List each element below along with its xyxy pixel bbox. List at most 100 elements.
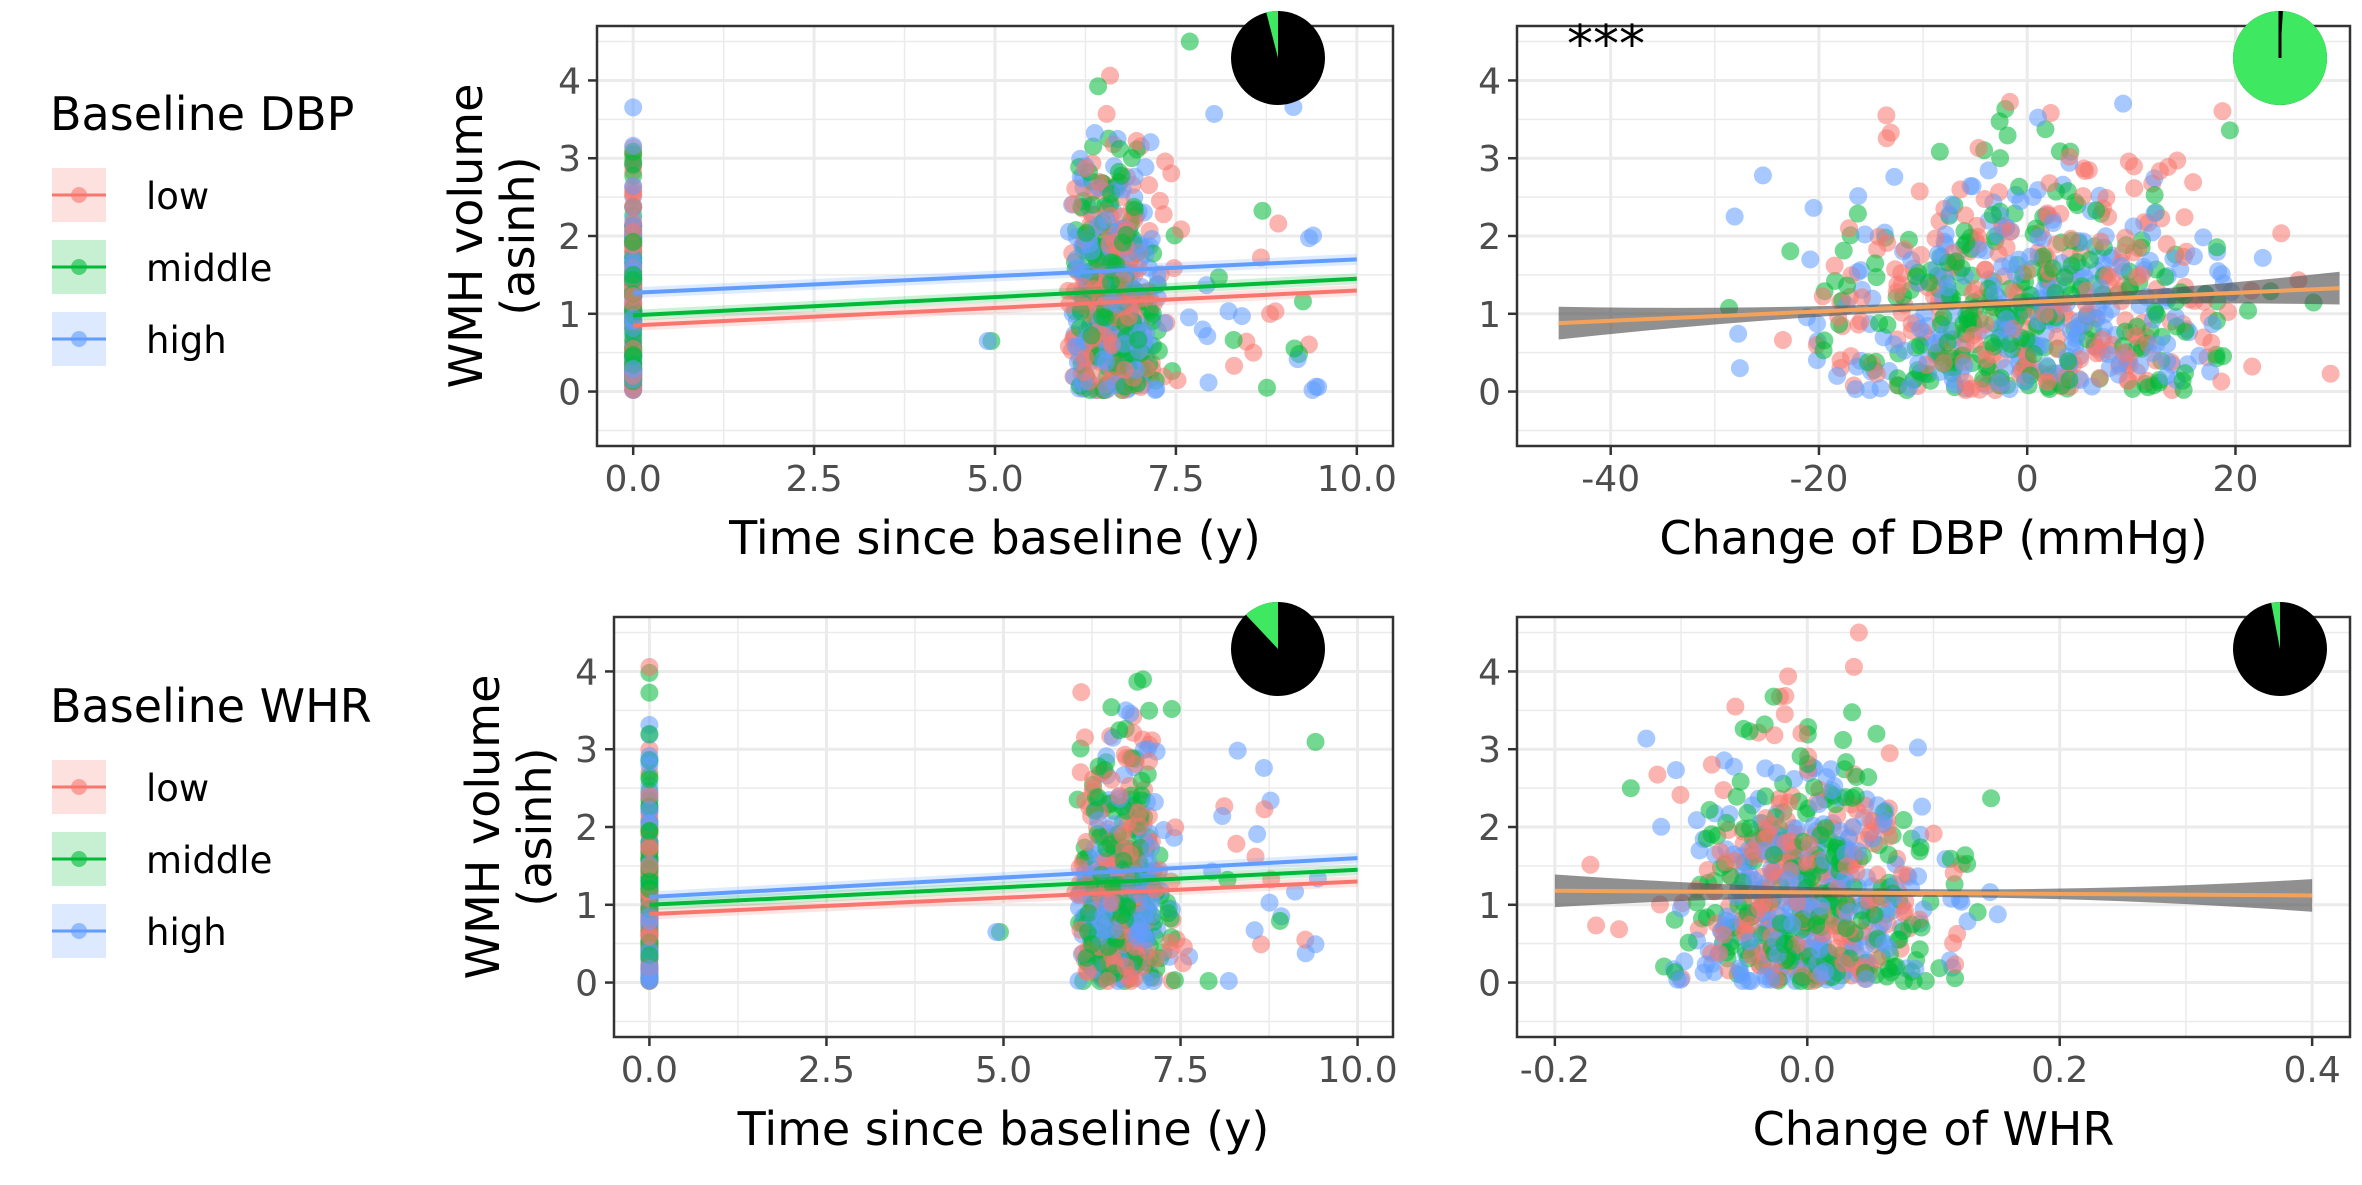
data-point (1140, 176, 1159, 195)
data-point (1587, 916, 1606, 935)
data-point (2060, 147, 2079, 166)
y-tick-label: 3 (558, 139, 581, 180)
data-point (1815, 331, 1834, 350)
data-point (1979, 161, 1998, 180)
data-point (1731, 772, 1750, 791)
data-point (1671, 970, 1690, 989)
data-point (2047, 235, 2066, 254)
data-point (1671, 899, 1690, 918)
data-point (1867, 268, 1886, 287)
data-point (2129, 239, 2148, 258)
data-point (1671, 785, 1690, 804)
data-point (1143, 304, 1162, 323)
data-point (1970, 380, 1989, 399)
data-point (1232, 307, 1251, 326)
points-layer (1581, 623, 2007, 990)
y-tick-label: 4 (1478, 61, 1501, 102)
x-axis-title: Time since baseline (y) (728, 511, 1261, 565)
data-point (640, 786, 659, 805)
data-point (1809, 795, 1828, 814)
data-point (978, 332, 997, 350)
y-axis-title-line1: WMH volume (456, 675, 510, 980)
data-point (2220, 121, 2239, 140)
data-point (1837, 753, 1856, 772)
y-tick-label: 3 (1478, 730, 1501, 771)
data-point (1879, 845, 1898, 864)
data-point (2040, 174, 2059, 193)
data-point (1880, 744, 1899, 763)
data-point (1198, 327, 1217, 346)
legend-baseline-whr: Baseline WHR low middle high (50, 679, 372, 958)
data-point (2272, 224, 2291, 243)
data-point (1911, 838, 1930, 857)
data-point (1805, 778, 1824, 797)
data-point (1849, 187, 1868, 206)
legend-label-high: high (146, 911, 227, 954)
data-point (1089, 757, 1108, 776)
data-point (2119, 371, 2138, 390)
data-point (2035, 304, 2054, 323)
fit-line-high (649, 856, 1358, 899)
data-point (1114, 851, 1133, 870)
points-layer (1720, 92, 2340, 399)
data-point (1213, 807, 1232, 826)
data-point (640, 770, 659, 789)
x-tick-label: 7.5 (1147, 459, 1204, 500)
data-point (1255, 800, 1274, 819)
data-point (624, 232, 643, 251)
data-point (2166, 307, 2185, 326)
data-point (1765, 726, 1784, 745)
data-point (2243, 357, 2262, 376)
data-point (1844, 657, 1863, 676)
data-point (1848, 204, 1867, 223)
data-point (1742, 972, 1761, 990)
x-tick-label: 10.0 (1317, 459, 1397, 500)
legend-label-low: low (146, 175, 209, 218)
fit-line-high (633, 257, 1357, 295)
data-point (2213, 102, 2232, 121)
data-point (1115, 334, 1134, 353)
data-point (1145, 793, 1164, 812)
data-point (2194, 228, 2213, 247)
x-tick-label: -40 (1581, 459, 1640, 500)
fit-line-overall (1558, 286, 2340, 326)
data-point (1985, 284, 2004, 303)
data-point (1827, 939, 1846, 958)
x-tick-label: 0.2 (2031, 1050, 2088, 1091)
data-point (1807, 915, 1826, 934)
data-point (1132, 771, 1151, 790)
data-point (1836, 870, 1855, 889)
data-point (1679, 933, 1698, 952)
y-axis-title-line2: (asinh) (491, 156, 545, 315)
data-point (1697, 829, 1716, 848)
data-point (2091, 232, 2110, 251)
data-point (2048, 327, 2067, 346)
fit-layer (649, 852, 1358, 920)
data-point (1227, 834, 1246, 853)
data-point (2131, 356, 2150, 375)
fit-layer (1558, 271, 2340, 340)
y-tick-label: 3 (575, 730, 598, 771)
data-point (1926, 229, 1945, 248)
data-point (1990, 373, 2009, 392)
data-point (640, 959, 659, 978)
data-point (1976, 315, 1995, 334)
data-point (640, 912, 659, 931)
data-point (1076, 348, 1095, 367)
data-point (1955, 357, 1974, 376)
data-point (1738, 803, 1757, 822)
pie-slice-highlight (1266, 11, 1278, 58)
data-point (640, 946, 659, 965)
data-point (1072, 683, 1091, 702)
data-point (1727, 787, 1746, 806)
legend-label-low: low (146, 767, 209, 810)
data-point (1147, 949, 1166, 968)
data-point (1969, 139, 1988, 158)
data-point (2029, 228, 2048, 247)
data-point (1846, 380, 1865, 399)
data-point (1837, 919, 1856, 938)
data-point (1136, 245, 1155, 264)
data-point (1730, 359, 1749, 378)
data-point (1942, 195, 1961, 214)
data-point (1745, 871, 1764, 890)
